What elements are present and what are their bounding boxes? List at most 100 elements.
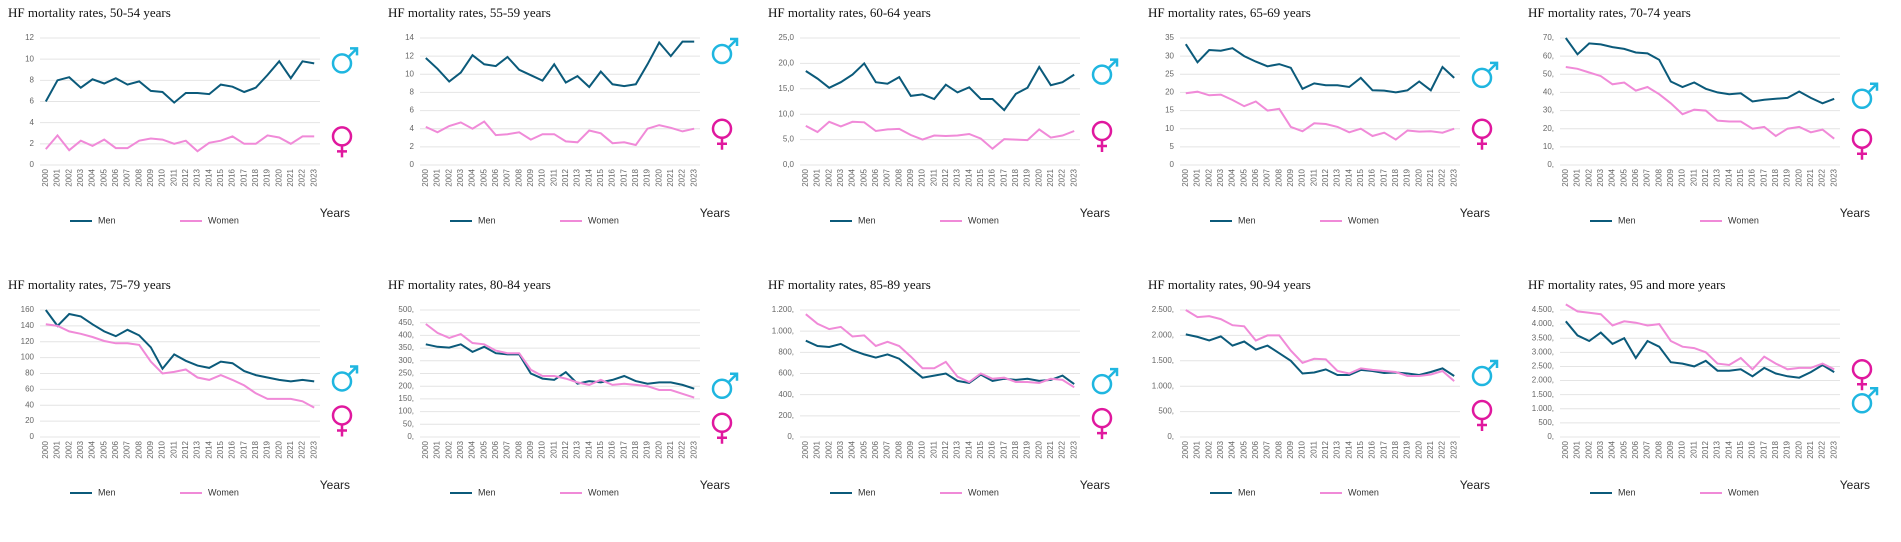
- legend-label: Men: [1238, 215, 1256, 225]
- x-tick-label: 2021: [1806, 440, 1815, 458]
- x-tick-label: 2000: [41, 168, 50, 186]
- x-tick-label: 2022: [1058, 168, 1067, 186]
- y-tick-label: 15,0: [778, 84, 794, 93]
- legend-label: Men: [478, 215, 496, 225]
- x-tick-label: 2023: [689, 440, 698, 458]
- female-icon: [1857, 147, 1867, 160]
- x-tick-label: 2006: [871, 168, 880, 186]
- y-tick-label: 40: [25, 400, 34, 409]
- y-tick-label: 0: [410, 160, 415, 169]
- x-tick-label: 2020: [1034, 168, 1043, 186]
- legend-label: Men: [858, 215, 876, 225]
- x-tick-label: 2002: [1204, 440, 1213, 458]
- x-tick-label: 2003: [1216, 168, 1225, 186]
- y-tick-label: 4: [30, 118, 35, 127]
- x-tick-label: 2000: [1181, 440, 1190, 458]
- x-tick-label: 2020: [274, 168, 283, 186]
- male-icon: [1107, 367, 1119, 379]
- x-tick-label: 2022: [1818, 440, 1827, 458]
- x-tick-label: 2007: [883, 440, 892, 458]
- x-tick-label: 2020: [274, 440, 283, 458]
- legend-label: Women: [1728, 215, 1759, 225]
- x-tick-label: 2002: [824, 168, 833, 186]
- x-tick-label: 2012: [561, 168, 570, 186]
- x-tick-label: 2010: [1678, 440, 1687, 458]
- y-tick-label: 400,: [778, 390, 794, 399]
- y-tick-label: 450,: [398, 318, 414, 327]
- male-icon: [1851, 88, 1873, 110]
- legend-label: Women: [1728, 487, 1759, 497]
- y-tick-label: 10: [405, 69, 414, 78]
- x-tick-label: 2018: [631, 440, 640, 458]
- x-tick-label: 2010: [1678, 168, 1687, 186]
- x-tick-label: 2020: [1414, 168, 1423, 186]
- x-tick-label: 2012: [1321, 440, 1330, 458]
- x-axis-label: Years: [1460, 478, 1490, 492]
- x-tick-label: 2014: [1344, 440, 1353, 458]
- x-tick-label: 2001: [1193, 168, 1202, 186]
- x-tick-label: 2020: [1794, 168, 1803, 186]
- x-axis-label: Years: [1840, 206, 1870, 220]
- x-tick-label: 2001: [433, 440, 442, 458]
- x-tick-label: 2019: [263, 168, 272, 186]
- y-tick-label: 2: [410, 142, 415, 151]
- chart-title: HF mortality rates, 55-59 years: [388, 5, 551, 20]
- y-tick-label: 20: [1165, 88, 1174, 97]
- x-axis-label: Years: [1080, 206, 1110, 220]
- y-tick-label: 1.000,: [1152, 381, 1174, 390]
- x-tick-label: 2008: [1274, 168, 1283, 186]
- x-tick-label: 2009: [146, 168, 155, 186]
- x-tick-label: 2015: [1736, 440, 1745, 458]
- y-tick-label: 25,0: [778, 33, 794, 42]
- series-line: [425, 343, 695, 390]
- x-tick-label: 2002: [1204, 168, 1213, 186]
- x-tick-label: 2014: [964, 440, 973, 458]
- male-icon: [1867, 387, 1879, 399]
- chart-title: HF mortality rates, 85-89 years: [768, 277, 931, 292]
- x-tick-label: 2016: [228, 440, 237, 458]
- x-tick-label: 2014: [1344, 168, 1353, 186]
- x-tick-label: 2008: [1654, 440, 1663, 458]
- x-tick-label: 2009: [146, 440, 155, 458]
- x-tick-label: 2019: [643, 440, 652, 458]
- female-icon: [337, 424, 347, 437]
- x-tick-label: 2017: [1759, 168, 1768, 186]
- x-tick-label: 2008: [134, 168, 143, 186]
- x-tick-label: 2007: [1643, 440, 1652, 458]
- x-tick-label: 2015: [216, 440, 225, 458]
- x-tick-label: 2000: [801, 440, 810, 458]
- legend-label: Women: [588, 487, 619, 497]
- x-tick-label: 2019: [1403, 440, 1412, 458]
- x-tick-label: 2017: [1379, 168, 1388, 186]
- x-tick-label: 2018: [631, 168, 640, 186]
- x-tick-label: 2022: [298, 440, 307, 458]
- x-tick-label: 2010: [538, 440, 547, 458]
- x-axis-label: Years: [1460, 206, 1490, 220]
- x-tick-label: 2004: [468, 440, 477, 458]
- x-tick-label: 2000: [1181, 168, 1190, 186]
- female-icon: [1471, 399, 1493, 421]
- x-tick-label: 2018: [1011, 440, 1020, 458]
- y-tick-label: 0,: [1547, 160, 1554, 169]
- male-icon: [1487, 359, 1499, 371]
- y-tick-label: 1.000,: [772, 326, 794, 335]
- female-icon: [331, 405, 353, 426]
- x-tick-label: 2013: [1333, 168, 1342, 186]
- x-tick-label: 2005: [859, 168, 868, 186]
- x-tick-label: 2006: [111, 168, 120, 186]
- y-tick-label: 0: [30, 160, 35, 169]
- x-tick-label: 2010: [158, 440, 167, 458]
- x-tick-label: 2000: [41, 440, 50, 458]
- y-tick-label: 10: [25, 54, 34, 63]
- female-icon: [1477, 137, 1487, 150]
- x-tick-label: 2004: [1608, 440, 1617, 458]
- x-tick-label: 2019: [1023, 168, 1032, 186]
- x-tick-label: 2003: [1216, 440, 1225, 458]
- female-icon: [717, 431, 727, 444]
- y-tick-label: 300,: [398, 356, 414, 365]
- chart-title: HF mortality rates, 90-94 years: [1148, 277, 1311, 292]
- x-tick-label: 2001: [813, 440, 822, 458]
- chart-title: HF mortality rates, 75-79 years: [8, 277, 171, 292]
- y-tick-label: 200,: [398, 381, 414, 390]
- x-tick-label: 2006: [1251, 168, 1260, 186]
